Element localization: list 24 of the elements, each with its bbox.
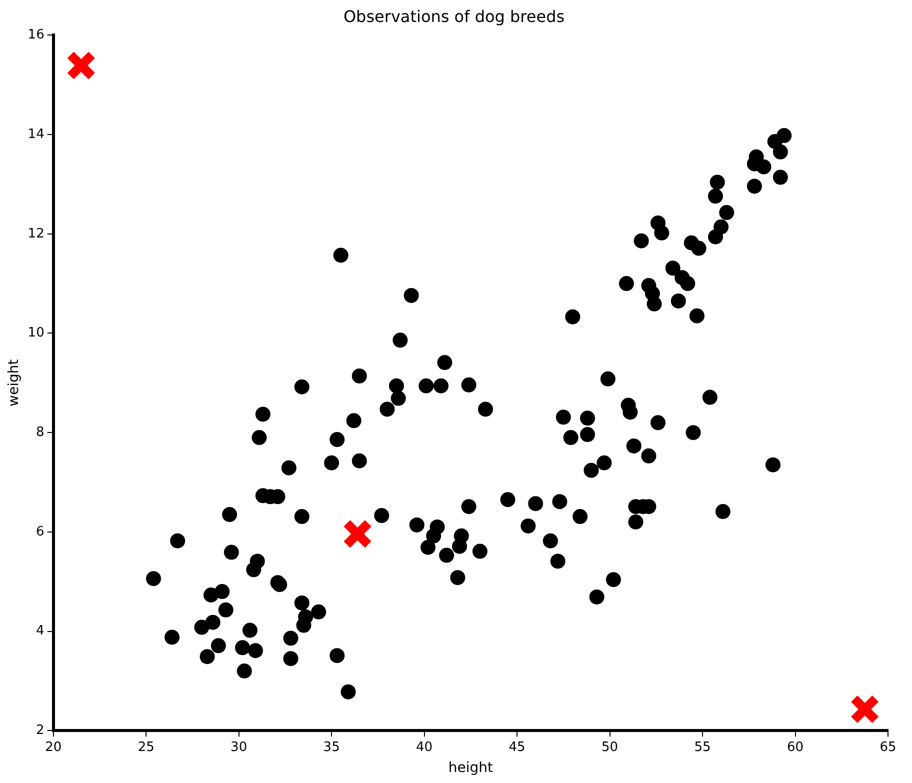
x-tick-label: 20	[45, 740, 62, 755]
x-tick-label: 40	[416, 740, 433, 755]
x-tick-label: 65	[880, 740, 896, 755]
y-tick-label: 6	[36, 524, 44, 540]
x-tick-label: 30	[230, 740, 248, 755]
x-tick-label: 50	[602, 740, 618, 755]
y-tick-label: 12	[28, 226, 44, 242]
x-tick-label: 60	[786, 740, 804, 755]
y-tick-label: 14	[28, 126, 44, 142]
point	[342, 518, 373, 550]
y-tick-label: 2	[36, 722, 44, 738]
y-tick-label: 4	[36, 624, 44, 639]
y-tick-label: 8	[36, 424, 44, 440]
y-axis-title: weight	[6, 358, 22, 406]
x-tick-label: 45	[508, 740, 526, 755]
point	[850, 694, 880, 724]
x-axis-title: height	[448, 760, 494, 776]
x-tick-label: 55	[694, 740, 711, 755]
x-tick-label: 35	[323, 740, 340, 755]
point	[66, 50, 96, 81]
chart-title: Observations of dog breeds	[343, 6, 565, 26]
x-tick-label: 25	[138, 740, 154, 755]
y-tick-label: 10	[28, 326, 44, 341]
y-tick-label: 16	[28, 28, 44, 43]
